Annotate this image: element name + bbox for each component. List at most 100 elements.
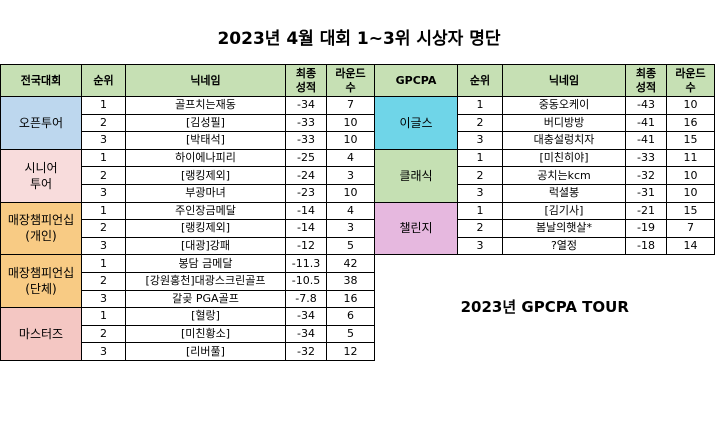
rounds-cell: 5 [326,324,375,344]
score-cell: -32 [625,166,667,185]
rounds-cell: 10 [326,183,375,203]
score-cell: -34 [285,96,327,115]
rounds-cell: 15 [666,201,715,221]
rounds-cell: 7 [326,96,375,115]
nickname-cell: [김성필] [125,113,286,133]
rounds-cell: 3 [326,166,375,185]
rounds-cell: 11 [666,148,715,168]
category-cell: 오픈투어 [0,96,82,150]
rank-cell: 2 [81,166,126,185]
nickname-cell: [리버풀] [125,342,286,361]
table-row: 3 [대광]강패 -12 5 3 ?열정 -18 14 [1,236,715,256]
score-cell: -14 [285,201,327,221]
header-cell-right-1: 순위 [457,64,503,97]
nickname-cell: 봄날의햇살* [502,219,626,238]
table-row: 3 [리버풀] -32 12 [1,342,715,361]
nickname-cell: 갈곶 PGA골프 [125,289,286,309]
score-cell: -11.3 [285,254,327,273]
rank-cell: 2 [81,324,126,344]
rounds-cell: 15 [666,131,715,150]
score-cell: -32 [285,342,327,361]
nickname-cell: [대광]강패 [125,236,286,256]
nickname-cell: [박태석] [125,131,286,150]
rank-cell: 1 [81,201,126,221]
nickname-cell: [미친황소] [125,324,286,344]
table-row: 3 부광마녀 -23 10 3 럭셜봉 -31 10 [1,183,715,203]
nickname-cell: 럭셜봉 [502,183,626,203]
table-row: 2 [랭킹제외] -24 3 2 공치는kcm -32 10 [1,166,715,185]
nickname-cell: 골프치는재동 [125,96,286,115]
rank-cell: 1 [81,148,126,168]
nickname-cell: 공치는kcm [502,166,626,185]
category-cell: 마스터즈 [0,307,82,361]
rounds-cell: 42 [326,254,375,273]
table-row: 매장챔피언십 (개인) 1 주인장금메달 -14 4 챌린지 1 [김기사] -21 15 [0,201,715,256]
nickname-cell: 봉담 금메달 [125,254,286,273]
nickname-cell: ?열정 [502,236,626,256]
nickname-cell: 주인장금메달 [125,201,286,221]
score-cell: -31 [625,183,667,203]
awards-table: 전국대회 순위 닉네임 최종 성적 라운드 수 GPCPA 순위 닉네임 최종 성적 라운드 수 오픈투어 1… [0,64,715,361]
nickname-cell: [랭킹제외] [125,166,286,185]
score-cell: -24 [285,166,327,185]
rank-cell: 2 [81,219,126,238]
table-row: 오픈투어 1 골프치는재동 -34 7 이글스 1 중동오케이 -43 10 [0,96,715,150]
table-row: 2 [랭킹제외] -14 3 2 봄날의햇살* -19 7 [1,219,715,238]
rank-cell: 3 [457,236,503,256]
header-cell-right-2: 닉네임 [502,64,626,97]
tour-label: 2023년 GPCPA TOUR [460,297,629,316]
rounds-cell: 10 [666,96,715,115]
table-row: 마스터즈 1 [혈랑] -34 6 [0,307,715,361]
score-cell: -33 [285,131,327,150]
score-cell: -33 [285,113,327,133]
rounds-cell: 10 [326,131,375,150]
nickname-cell: [랭킹제외] [125,219,286,238]
nickname-cell: 대충설렁치자 [502,131,626,150]
rounds-cell: 10 [666,183,715,203]
rounds-cell: 38 [326,271,375,291]
rank-cell: 3 [457,183,503,203]
score-cell: -12 [285,236,327,256]
table-row: 2 [미친황소] -34 5 [1,324,715,344]
nickname-cell: 버디방방 [502,113,626,133]
category-cell: 이글스 [374,96,458,150]
rounds-cell: 14 [666,236,715,256]
rank-cell: 1 [457,148,503,168]
category-cell: 시니어 투어 [0,148,82,203]
rank-cell: 2 [81,271,126,291]
score-cell: -43 [625,96,667,115]
tour-label-cell: 2023년 GPCPA TOUR [374,254,715,361]
header-cell-left-2: 닉네임 [125,64,286,97]
rank-cell: 1 [81,307,126,326]
rounds-cell: 3 [326,219,375,238]
header-row: 전국대회 순위 닉네임 최종 성적 라운드 수 GPCPA 순위 닉네임 최종 성적 라운드 수 [0,64,715,97]
score-cell: -41 [625,131,667,150]
rounds-cell: 5 [326,236,375,256]
header-cell-left-0: 전국대회 [0,64,82,97]
nickname-cell: 하이에나피리 [125,148,286,168]
rounds-cell: 4 [326,201,375,221]
rank-cell: 1 [81,96,126,115]
rank-cell: 2 [457,113,503,133]
rounds-cell: 7 [666,219,715,238]
score-cell: -34 [285,307,327,326]
header-cell-left-3: 최종 성적 [285,64,327,97]
nickname-cell: [강원홍천]대광스크린골프 [125,271,286,291]
table-row: 2 [김성필] -33 10 2 버디방방 -41 16 [1,113,715,133]
nickname-cell: [혈랑] [125,307,286,326]
rank-cell: 2 [81,113,126,133]
score-cell: -10.5 [285,271,327,291]
score-cell: -18 [625,236,667,256]
header-cell-right-4: 라운드 수 [666,64,715,97]
header-cell-left-4: 라운드 수 [326,64,375,97]
score-cell: -7.8 [285,289,327,309]
rank-cell: 3 [81,342,126,361]
rank-cell: 3 [81,131,126,150]
score-cell: -25 [285,148,327,168]
score-cell: -23 [285,183,327,203]
rounds-cell: 16 [666,113,715,133]
rank-cell: 3 [81,289,126,309]
category-cell: 매장챔피언십 (단체) [0,254,82,309]
score-cell: -19 [625,219,667,238]
header-cell-right-3: 최종 성적 [625,64,667,97]
